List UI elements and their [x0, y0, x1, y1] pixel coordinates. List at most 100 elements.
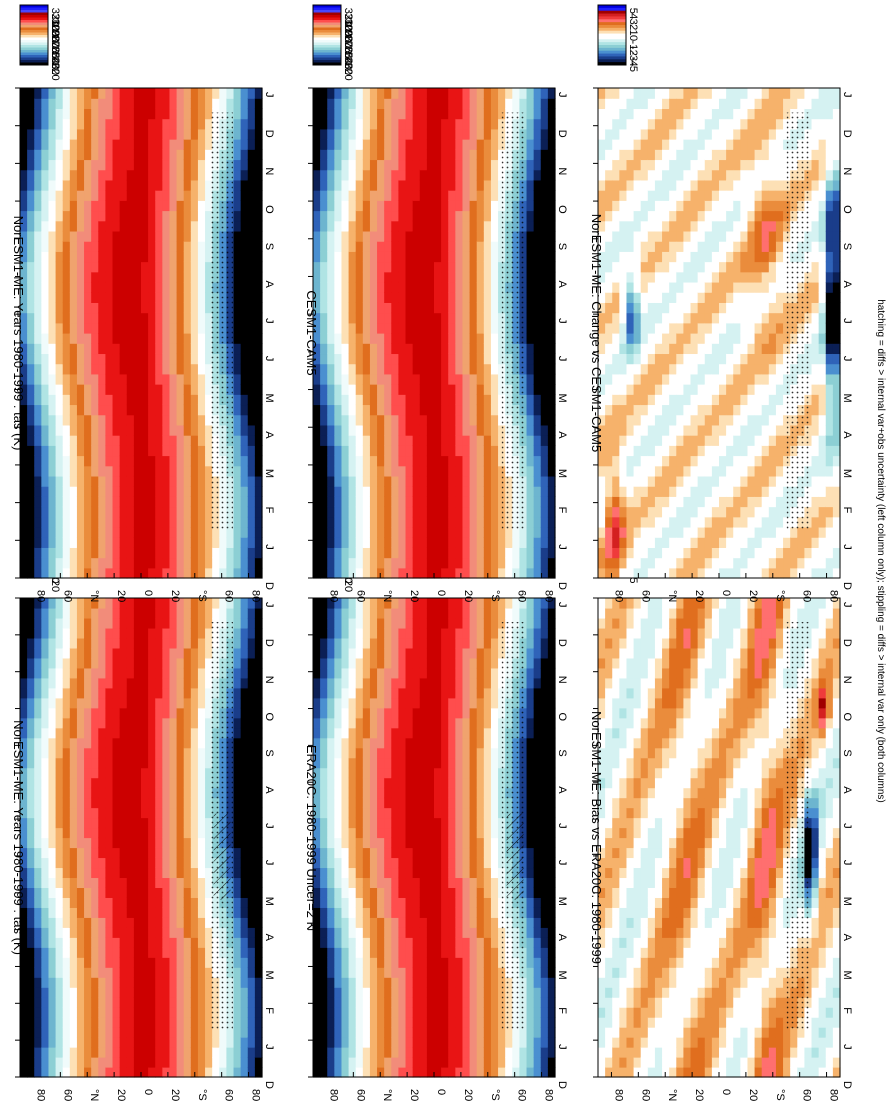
- heatmap-cell: [362, 657, 371, 669]
- heatmap-cell: [84, 1007, 92, 1018]
- heatmap-cell: [183, 747, 192, 759]
- heatmap-cell: [212, 567, 220, 579]
- heatmap-cell: [141, 1037, 149, 1048]
- heatmap-cell: [84, 149, 92, 161]
- heatmap-cell: [155, 917, 163, 928]
- heatmap-cell: [69, 404, 78, 416]
- heatmap-cell: [41, 404, 50, 416]
- heatmap-cell: [155, 404, 163, 416]
- heatmap-cell: [341, 827, 350, 839]
- heatmap-cell: [41, 627, 50, 639]
- heatmap-cell: [348, 947, 357, 958]
- heatmap-cell: [119, 907, 128, 918]
- heatmap-cell: [112, 717, 121, 729]
- heatmap-cell: [98, 867, 107, 879]
- heatmap-cell: [91, 817, 99, 829]
- heatmap-cell: [48, 312, 57, 324]
- heatmap-cell: [162, 1017, 171, 1028]
- heatmap-cell: [105, 677, 114, 689]
- heatmap-cell: [141, 767, 149, 779]
- heatmap-cell: [412, 797, 421, 809]
- heatmap-cell: [41, 727, 50, 739]
- heatmap-cell: [512, 607, 521, 619]
- heatmap-cell: [197, 435, 206, 446]
- heatmap-cell: [441, 1017, 449, 1028]
- heatmap-cell: [240, 118, 249, 130]
- heatmap-cell: [320, 947, 328, 958]
- heatmap-cell: [391, 937, 400, 948]
- heatmap-cell: [398, 907, 407, 918]
- heatmap-cell: [148, 251, 156, 263]
- heatmap-cell: [62, 747, 71, 759]
- heatmap-cell: [148, 1027, 156, 1038]
- heatmap-cell: [483, 827, 492, 839]
- heatmap-cell: [448, 827, 456, 839]
- heatmap-cell: [183, 917, 192, 928]
- heatmap-cell: [455, 857, 464, 869]
- heatmap-cell: [76, 847, 85, 859]
- heatmap-cell: [48, 475, 57, 487]
- heatmap-cell: [320, 747, 328, 759]
- heatmap-cell: [169, 159, 178, 171]
- heatmap-cell: [362, 987, 371, 998]
- heatmap-cell: [412, 877, 421, 888]
- heatmap-cell: [226, 526, 235, 538]
- heatmap-cell: [55, 230, 64, 242]
- heatmap-cell: [469, 1017, 478, 1028]
- heatmap-cell: [155, 139, 163, 150]
- heatmap-cell: [84, 827, 92, 839]
- heatmap-cell: [169, 927, 178, 938]
- heatmap-cell: [69, 647, 78, 659]
- heatmap-cell: [540, 1017, 549, 1028]
- heatmap-cell: [313, 827, 321, 839]
- heatmap-cell: [348, 627, 357, 639]
- heatmap-cell: [76, 516, 85, 528]
- heatmap-cell: [141, 607, 149, 619]
- heatmap-cell: [34, 827, 42, 839]
- heatmap-cell: [162, 190, 171, 201]
- heatmap-cell: [62, 261, 71, 273]
- colorbar-swatch: [20, 37, 48, 41]
- heatmap-cell: [247, 281, 256, 293]
- heatmap-cell: [48, 737, 57, 749]
- heatmap-cell: [112, 967, 121, 978]
- heatmap-cell: [462, 997, 471, 1008]
- heatmap-cell: [34, 717, 42, 729]
- heatmap-cell: [155, 271, 163, 283]
- heatmap-cell: [183, 1067, 192, 1078]
- heatmap-cell: [384, 1047, 392, 1058]
- month-tick-label: S: [263, 243, 275, 250]
- heatmap-cell: [91, 261, 99, 273]
- heatmap-cell: [334, 937, 343, 948]
- heatmap-cell: [533, 1007, 542, 1018]
- heatmap-cell: [141, 526, 149, 538]
- heatmap-cell: [91, 424, 99, 436]
- heatmap-cell: [183, 547, 192, 559]
- heatmap-cell: [355, 887, 364, 898]
- heatmap-cell: [126, 867, 135, 879]
- heatmap-cell: [141, 967, 149, 978]
- heatmap-cell: [233, 1037, 242, 1048]
- heatmap-cell: [55, 997, 64, 1008]
- heatmap-cell: [233, 475, 242, 487]
- heatmap-cell: [62, 414, 71, 426]
- heatmap-cell: [176, 607, 185, 619]
- heatmap-cell: [341, 687, 350, 699]
- heatmap-cell: [69, 967, 78, 978]
- heatmap-cell: [320, 697, 328, 709]
- heatmap-cell: [334, 917, 343, 928]
- heatmap-cell: [162, 687, 171, 699]
- heatmap-cell: [76, 837, 85, 849]
- heatmap-cell: [348, 1037, 357, 1048]
- heatmap-cell: [48, 424, 57, 436]
- heatmap-cell: [62, 537, 71, 548]
- heatmap-cell: [169, 537, 178, 548]
- heatmap-cell: [327, 1047, 335, 1058]
- heatmap-cell: [62, 867, 71, 879]
- heatmap-cell: [419, 877, 428, 888]
- heatmap-cell: [84, 118, 92, 130]
- heatmap-cell: [247, 251, 256, 263]
- heatmap-cell: [233, 1017, 242, 1028]
- heatmap-cell: [76, 455, 85, 467]
- heatmap-cell: [76, 475, 85, 487]
